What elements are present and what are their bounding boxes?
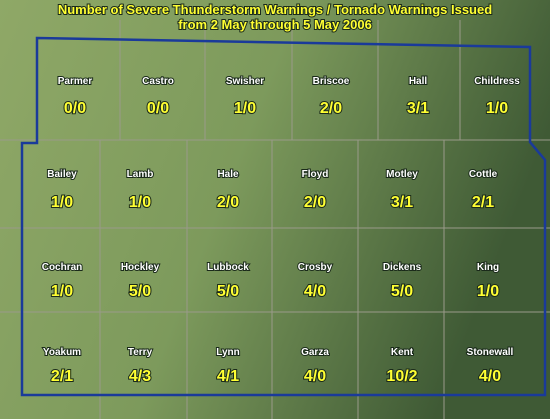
county-name: Stonewall [467, 347, 514, 358]
county-name: Briscoe [313, 76, 350, 87]
county-count: 2/0 [320, 100, 342, 117]
county-count: 4/0 [479, 368, 501, 385]
county-name: Dickens [383, 262, 422, 273]
county-count: 3/1 [391, 194, 413, 211]
county-lines [0, 20, 550, 419]
county-count: 2/1 [472, 194, 494, 211]
county-name: Bailey [47, 169, 77, 180]
county-count: 5/0 [391, 283, 413, 300]
county-count: 4/0 [304, 368, 326, 385]
title-line: from 2 May through 5 May 2006 [178, 17, 372, 32]
county-name: Childress [474, 76, 520, 87]
county-name: Crosby [298, 262, 333, 273]
county-count: 0/0 [64, 100, 86, 117]
county-name: Kent [391, 347, 414, 358]
county-count: 4/0 [304, 283, 326, 300]
county-count: 3/1 [407, 100, 429, 117]
county-name: Hale [217, 169, 239, 180]
county-name: Cochran [42, 262, 83, 273]
county-name: Hockley [121, 262, 160, 273]
county-count: 4/1 [217, 368, 239, 385]
county-count: 5/0 [217, 283, 239, 300]
county-name: Lubbock [207, 262, 249, 273]
county-count: 10/2 [386, 368, 417, 385]
region-outline [20, 36, 547, 397]
county-name: Cottle [469, 169, 498, 180]
county-count: 1/0 [477, 283, 499, 300]
county-count: 2/0 [304, 194, 326, 211]
county-name: Lamb [127, 169, 154, 180]
county-count: 4/3 [129, 368, 151, 385]
county-name: Swisher [226, 76, 264, 87]
title-line: Number of Severe Thunderstorm Warnings /… [58, 2, 492, 17]
county-name: King [477, 262, 499, 273]
county-name: Floyd [302, 169, 329, 180]
county-count: 1/0 [234, 100, 256, 117]
county-count: 1/0 [51, 194, 73, 211]
county-name: Lynn [216, 347, 240, 358]
county-name: Parmer [58, 76, 93, 87]
county-name: Terry [128, 347, 153, 358]
county-count: 1/0 [51, 283, 73, 300]
county-count: 5/0 [129, 283, 151, 300]
county-name: Castro [142, 76, 174, 87]
county-count: 0/0 [147, 100, 169, 117]
county-name: Yoakum [43, 347, 81, 358]
county-count: 1/0 [129, 194, 151, 211]
county-name: Motley [386, 169, 418, 180]
county-name: Hall [409, 76, 428, 87]
county-count: 2/1 [51, 368, 73, 385]
county-name: Garza [301, 347, 329, 358]
county-count: 1/0 [486, 100, 508, 117]
county-count: 2/0 [217, 194, 239, 211]
county-labels: Parmer 0/0 Castro 0/0 Swisher 1/0 Briscoe 2/0 Ha… [41, 75, 522, 386]
